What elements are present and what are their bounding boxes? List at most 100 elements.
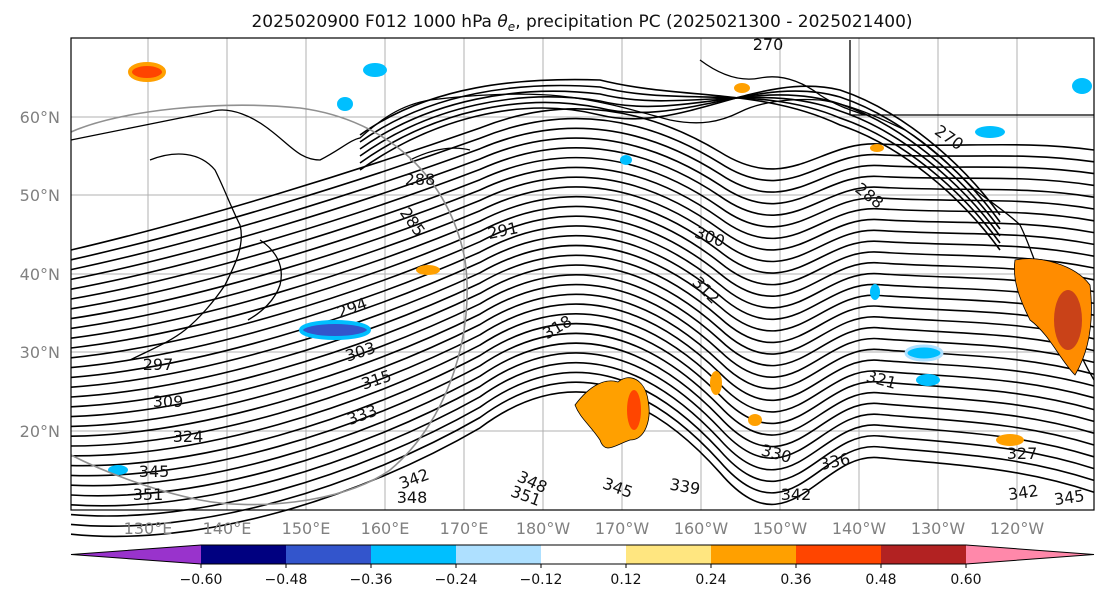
contour-label: 297 xyxy=(143,355,174,374)
theta-e-contour xyxy=(70,215,1095,359)
theta-e-contour xyxy=(359,84,1001,244)
theta-e-contour xyxy=(359,90,1001,223)
precip-positive-area xyxy=(870,144,884,152)
theta-e-contour xyxy=(70,371,1095,517)
precip-negative-area xyxy=(299,320,371,340)
map-frame xyxy=(70,37,1095,511)
theta-e-contour xyxy=(359,90,1001,237)
latitude-labels: 60°N 50°N 40°N 30°N 20°N xyxy=(20,108,60,441)
colorbar-tick-label: −0.36 xyxy=(350,572,393,588)
colorbar-segment xyxy=(371,545,456,564)
lon-label: 140°W xyxy=(832,519,887,538)
lon-label: 130°E xyxy=(124,519,173,538)
precip-positive-area xyxy=(128,62,166,82)
colorbar-segment xyxy=(626,545,711,564)
colorbar-tick-label: 0.12 xyxy=(610,572,641,588)
theta-e-contour xyxy=(70,352,1095,497)
lon-label: 170°E xyxy=(440,519,489,538)
theta-e-contour xyxy=(70,205,1095,349)
theta-e-contour xyxy=(70,274,1095,418)
contour-label: 351 xyxy=(133,485,164,504)
contour-label: 327 xyxy=(1007,444,1038,463)
contour-label: 342 xyxy=(1007,481,1040,504)
contour-label: 324 xyxy=(173,427,204,446)
gridlines xyxy=(71,38,1094,510)
precip-negative-area xyxy=(870,284,880,300)
precip-positive-area xyxy=(627,390,641,430)
theta-e-contour xyxy=(70,137,1095,281)
colorbar: −0.60 −0.48 −0.36 −0.24 −0.12 0.12 0.24 0.36 0.4… xyxy=(70,544,1095,588)
theta-e-contour xyxy=(70,391,1095,538)
colorbar-segment xyxy=(881,545,966,564)
lat-label: 60°N xyxy=(20,108,60,127)
colorbar-tick-label: 0.36 xyxy=(780,572,811,588)
precip-positive-area xyxy=(748,414,762,426)
theta-e-contour xyxy=(70,254,1095,398)
theta-e-contour xyxy=(70,361,1095,507)
theta-e-contour xyxy=(70,381,1095,527)
contour-label: 309 xyxy=(153,392,184,411)
lon-label: 160°W xyxy=(674,519,729,538)
range-ring xyxy=(70,104,468,506)
theta-e-contour xyxy=(70,244,1095,388)
precip-negative-area xyxy=(916,374,940,386)
theta-e-contour xyxy=(70,166,1095,310)
map-title: 2025020900 F012 1000 hPa θe, precipitati… xyxy=(251,12,912,34)
theta-e-contour xyxy=(359,94,1001,230)
precip-negative-area xyxy=(363,63,387,77)
precip-negative-area xyxy=(975,126,1005,138)
lon-label: 120°W xyxy=(990,519,1045,538)
contour-label: 270 xyxy=(753,35,784,54)
lon-label: 180°W xyxy=(516,519,571,538)
colorbar-tick-label: −0.24 xyxy=(435,572,478,588)
lat-label: 30°N xyxy=(20,343,60,362)
theta-e-contour xyxy=(70,264,1095,408)
colorbar-tick-label: −0.60 xyxy=(180,572,223,588)
precip-positive-area xyxy=(734,83,750,93)
lon-label: 130°W xyxy=(911,519,966,538)
lon-label: 140°E xyxy=(203,519,252,538)
coastlines xyxy=(70,40,1095,381)
theta-e-contour xyxy=(70,283,1095,428)
lon-label: 170°W xyxy=(595,519,650,538)
contour-label: 345 xyxy=(139,462,170,481)
colorbar-segment xyxy=(796,545,881,564)
colorbar-extend-low xyxy=(71,545,201,564)
contour-label: 342 xyxy=(781,485,812,504)
precip-negative-area xyxy=(1072,78,1092,94)
precip-positive-area xyxy=(996,434,1024,446)
colorbar-tick-label: −0.48 xyxy=(265,572,308,588)
precip-negative-area xyxy=(904,344,944,362)
contour-label: 345 xyxy=(1053,486,1086,509)
lat-label: 40°N xyxy=(20,265,60,284)
colorbar-segment xyxy=(201,545,286,564)
theta-e-contour xyxy=(70,147,1095,290)
colorbar-tick-label: 0.60 xyxy=(950,572,981,588)
longitude-labels: 130°E 140°E 150°E 160°E 170°E 180°W 170°W 160°W… xyxy=(124,519,1045,538)
theta-e-contour xyxy=(70,127,1095,271)
theta-e-contour xyxy=(70,176,1095,320)
theta-e-contour xyxy=(70,342,1095,487)
colorbar-segment xyxy=(286,545,371,564)
theta-e-contour xyxy=(70,225,1095,369)
theta-e-contour xyxy=(70,195,1095,339)
theta-e-contour xyxy=(70,156,1095,300)
theta-e-contour xyxy=(70,186,1095,330)
colorbar-segment xyxy=(711,545,796,564)
lon-label: 160°E xyxy=(361,519,410,538)
precip-positive-area xyxy=(710,371,722,395)
precip-positive-area xyxy=(416,265,440,275)
theta-e-contours xyxy=(70,78,1095,538)
theta-e-contour xyxy=(70,108,1095,251)
lat-label: 20°N xyxy=(20,422,60,441)
map-panel: 270 270 285 288 288 291 294 297 300 303 … xyxy=(70,35,1095,538)
colorbar-segment xyxy=(456,545,541,564)
precip-fills xyxy=(108,62,1092,475)
lon-label: 150°E xyxy=(282,519,331,538)
theta-e-contour xyxy=(70,332,1095,477)
precip-negative-area xyxy=(620,155,632,165)
colorbar-extend-high xyxy=(966,545,1094,564)
theta-e-contour xyxy=(70,303,1095,447)
